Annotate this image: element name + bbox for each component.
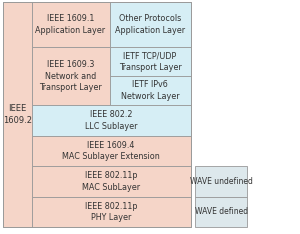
Bar xyxy=(32,136,190,166)
Bar xyxy=(32,197,190,227)
Text: IEEE 1609.3
Network and
Transport Layer: IEEE 1609.3 Network and Transport Layer xyxy=(39,60,102,92)
Text: Other Protocols
Application Layer: Other Protocols Application Layer xyxy=(115,14,185,35)
Text: IETF IPv6
Network Layer: IETF IPv6 Network Layer xyxy=(121,80,179,101)
Text: WAVE defined: WAVE defined xyxy=(195,207,248,216)
Bar xyxy=(195,197,247,227)
Text: IETF TCP/UDP
Transport Layer: IETF TCP/UDP Transport Layer xyxy=(118,51,182,72)
Bar xyxy=(110,47,190,76)
Bar xyxy=(110,2,190,47)
Bar xyxy=(110,76,190,105)
Text: IEEE 802.2
LLC Sublayer: IEEE 802.2 LLC Sublayer xyxy=(85,110,137,131)
Text: IEEE 802.11p
MAC SubLayer: IEEE 802.11p MAC SubLayer xyxy=(82,171,140,192)
Text: IEEE 1609.4
MAC Sublayer Extension: IEEE 1609.4 MAC Sublayer Extension xyxy=(62,141,160,161)
Bar xyxy=(32,166,190,197)
Bar xyxy=(3,2,190,227)
Bar xyxy=(32,2,110,47)
Text: IEEE
1609.2: IEEE 1609.2 xyxy=(3,104,32,125)
Bar xyxy=(195,166,247,197)
Bar xyxy=(32,47,110,105)
Bar xyxy=(32,105,190,136)
Bar xyxy=(3,2,32,227)
Text: IEEE 1609.1
Application Layer: IEEE 1609.1 Application Layer xyxy=(35,14,106,35)
Text: WAVE undefined: WAVE undefined xyxy=(190,177,253,186)
Text: IEEE 802.11p
PHY Layer: IEEE 802.11p PHY Layer xyxy=(85,201,137,222)
